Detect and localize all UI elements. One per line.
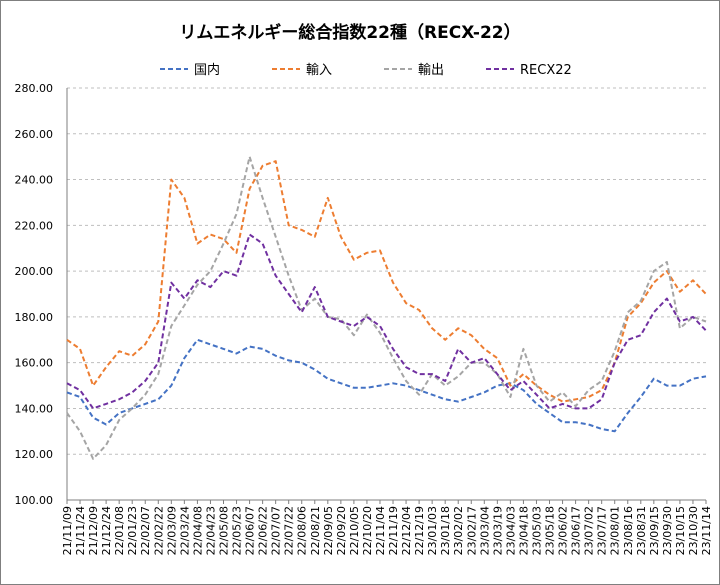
series-line-3 [66,233,707,410]
chart-title: リムエネルギー総合指数22種（RECX-22） [179,22,520,43]
x-tick-label: 22/04/23 [204,506,217,555]
x-tick-label: 21/12/09 [87,506,100,555]
x-tick-label: 23/04/03 [504,506,517,555]
x-tick-label: 22/07/22 [283,506,296,555]
x-tick-label: 22/06/07 [244,506,257,555]
legend-label: 輸出 [418,63,444,78]
x-tick-label: 23/06/02 [557,506,570,555]
x-tick-label: 22/02/07 [139,506,152,555]
x-tick-label: 23/07/02 [583,506,596,555]
x-tick-label: 23/07/17 [596,506,609,555]
x-tick-label: 21/11/09 [61,506,74,555]
y-tick-label: 240.00 [15,174,54,187]
x-tick-label: 22/10/05 [348,506,361,555]
x-tick-label: 22/06/22 [257,506,270,555]
x-tick-label: 23/08/16 [622,506,635,555]
x-tick-label: 22/11/19 [387,506,400,555]
x-tick-label: 22/01/23 [126,506,139,555]
y-axis: 100.00 120.00 140.00 160.00 180.00 200.00 220.… [15,82,706,507]
x-tick-label: 23/05/18 [544,506,557,555]
x-tick-label: 22/01/08 [113,506,126,555]
x-tick-label: 23/04/18 [517,506,530,555]
legend: 国内 輸入 輸出 RECX22 [160,62,572,78]
x-tick-label: 22/09/20 [335,506,348,555]
x-tick-label: 23/05/03 [530,506,543,555]
x-tick-label: 22/02/22 [152,506,165,555]
x-axis: 21/11/09 21/11/24 21/12/09 21/12/24 22/01/08… [61,500,713,555]
series-lines [66,155,707,460]
x-tick-label: 23/06/17 [570,506,583,555]
y-tick-label: 280.00 [15,82,54,95]
x-tick-label: 23/02/17 [465,506,478,555]
x-tick-label: 23/03/19 [491,506,504,555]
x-tick-label: 22/08/21 [309,506,322,555]
x-tick-label: 23/10/15 [674,506,687,555]
series-line-2 [66,155,707,460]
y-tick-label: 220.00 [15,219,54,232]
x-tick-label: 23/03/04 [478,506,491,555]
x-tick-label: 22/03/24 [178,506,191,555]
x-tick-label: 22/05/23 [231,506,244,555]
legend-label: 輸入 [306,63,332,78]
y-tick-label: 140.00 [15,402,54,415]
x-tick-label: 23/11/14 [700,506,713,555]
x-tick-label: 22/12/19 [413,506,426,555]
legend-label: RECX22 [520,63,572,78]
x-tick-label: 22/09/05 [322,506,335,555]
y-tick-label: 160.00 [15,357,54,370]
x-tick-label: 22/03/09 [165,506,178,555]
y-tick-label: 200.00 [15,265,54,278]
x-tick-label: 23/09/30 [661,506,674,555]
series-line-1 [66,160,707,403]
x-tick-label: 22/11/04 [374,506,387,555]
legend-label: 国内 [194,62,220,78]
x-tick-label: 22/04/08 [191,506,204,555]
y-tick-label: 100.00 [15,494,54,507]
x-tick-label: 21/11/24 [74,506,87,555]
x-tick-label: 22/05/08 [217,506,230,555]
series-line-0 [66,338,707,433]
y-tick-label: 260.00 [15,128,54,141]
x-tick-label: 23/01/03 [426,506,439,555]
x-tick-label: 22/08/06 [296,506,309,555]
y-tick-label: 180.00 [15,311,54,324]
x-tick-label: 22/07/07 [270,506,283,555]
x-tick-label: 22/12/04 [400,506,413,555]
x-tick-label: 21/12/24 [100,506,113,555]
x-tick-label: 23/09/15 [648,506,661,555]
y-tick-label: 120.00 [15,448,54,461]
gridlines [67,87,706,501]
x-tick-label: 23/08/01 [609,506,622,555]
x-tick-label: 22/10/20 [361,506,374,555]
x-tick-label: 23/02/02 [452,506,465,555]
x-tick-label: 23/10/30 [687,506,700,555]
x-tick-label: 23/01/18 [439,506,452,555]
x-tick-label: 23/08/31 [635,506,648,555]
